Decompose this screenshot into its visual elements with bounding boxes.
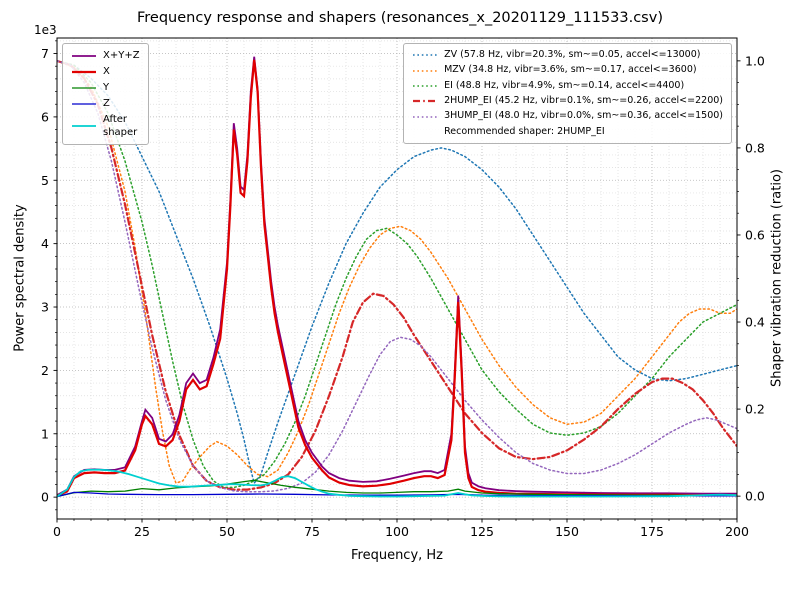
tick-label: 0.6 xyxy=(745,227,765,242)
legend-line-sample xyxy=(413,85,438,87)
tick-label: 0.2 xyxy=(745,402,765,417)
tick-label: 150 xyxy=(555,524,579,539)
legend-line-sample xyxy=(413,115,438,118)
legend-shapers: ZV (57.8 Hz, vibr=20.3%, sm~=0.05, accel… xyxy=(403,43,732,145)
tick-label: 1.0 xyxy=(745,53,765,68)
legend-line-sample xyxy=(413,100,438,103)
curve-Y xyxy=(57,479,737,498)
legend-item-label: X xyxy=(103,66,110,77)
legend-item-ZV: ZV (57.8 Hz, vibr=20.3%, sm~=0.05, accel… xyxy=(412,49,723,61)
legend-item-label: EI (48.8 Hz, vibr=4.9%, sm~=0.14, accel<… xyxy=(444,79,685,91)
legend-item-After-shaper: After shaper xyxy=(71,113,140,139)
legend-item-label: MZV (34.8 Hz, vibr=3.6%, sm~=0.17, accel… xyxy=(444,64,697,76)
legend-line-sample xyxy=(72,125,96,127)
legend-item-X+Y+Z: X+Y+Z xyxy=(71,49,140,62)
legend-item-X: X xyxy=(71,65,140,78)
tick-label: 7 xyxy=(41,46,49,61)
tick-label: 50 xyxy=(219,524,235,539)
tick-label: 4 xyxy=(41,236,49,251)
legend-line-sample xyxy=(72,54,96,57)
curve-After-shaper xyxy=(57,468,737,498)
legend-item-MZV: MZV (34.8 Hz, vibr=3.6%, sm~=0.17, accel… xyxy=(412,64,723,76)
shaper-curves xyxy=(57,59,737,493)
tick-label: 1 xyxy=(41,426,49,441)
curve-EI xyxy=(57,60,737,489)
tick-label: 0.4 xyxy=(745,315,765,330)
legend-line-sample xyxy=(413,69,438,72)
tick-label: 175 xyxy=(640,524,664,539)
tick-label: 125 xyxy=(470,524,494,539)
curve-MZV xyxy=(57,60,737,485)
legend-item-Y: Y xyxy=(71,81,140,94)
legend-item-label: Z xyxy=(103,98,110,109)
tick-label: 100 xyxy=(385,524,409,539)
curve-ZV xyxy=(57,60,737,485)
tick-label: 0.0 xyxy=(745,489,765,504)
psd-curves xyxy=(57,56,737,498)
legend-line-sample xyxy=(413,54,438,56)
tick-label: 0 xyxy=(53,524,61,539)
legend-line-sample xyxy=(72,102,96,105)
legend-item-3HUMP_EI: 3HUMP_EI (48.0 Hz, vibr=0.0%, sm~=0.36, … xyxy=(412,110,723,122)
tick-label: 3 xyxy=(41,300,49,315)
x-axis-label: Frequency, Hz xyxy=(350,548,444,563)
tick-label: 6 xyxy=(41,109,49,124)
legend-item-label: After shaper xyxy=(103,114,138,138)
tick-label: 5 xyxy=(41,173,49,188)
chart-title: Frequency response and shapers (resonanc… xyxy=(137,10,663,26)
curve-3HUMP_EI xyxy=(57,60,737,493)
y-axis-offset-text: 1e3 xyxy=(34,23,57,37)
tick-label: 75 xyxy=(304,524,320,539)
legend-note: Recommended shaper: 2HUMP_EI xyxy=(412,126,723,138)
legend-item-2HUMP_EI: 2HUMP_EI (45.2 Hz, vibr=0.1%, sm~=0.26, … xyxy=(412,95,723,107)
legend-item-label: Y xyxy=(103,82,110,93)
legend-item-label: 3HUMP_EI (48.0 Hz, vibr=0.0%, sm~=0.36, … xyxy=(444,110,723,122)
tick-label: 2 xyxy=(41,363,49,378)
legend-measured: X+Y+Z X Y Z After shaper xyxy=(62,43,149,145)
legend-line-sample xyxy=(72,86,96,89)
y-axis-label-right: Shaper vibration reduction (ratio) xyxy=(769,169,785,387)
legend-item-label: X+Y+Z xyxy=(103,50,140,61)
tick-label: 0 xyxy=(41,490,49,505)
recommended-shaper-text: Recommended shaper: 2HUMP_EI xyxy=(444,125,605,137)
curve-2HUMP_EI xyxy=(57,59,737,491)
curve-X xyxy=(57,59,737,497)
tick-label: 0.8 xyxy=(745,140,765,155)
tick-label: 200 xyxy=(725,524,749,539)
legend-line-sample xyxy=(72,70,96,73)
legend-item-EI: EI (48.8 Hz, vibr=4.9%, sm~=0.14, accel<… xyxy=(412,80,723,92)
y-axis-label-left: Power spectral density xyxy=(12,204,28,352)
legend-item-label: ZV (57.8 Hz, vibr=20.3%, sm~=0.05, accel… xyxy=(444,49,701,60)
legend-item-label: 2HUMP_EI (45.2 Hz, vibr=0.1%, sm~=0.26, … xyxy=(444,95,723,107)
legend-item-Z: Z xyxy=(71,97,140,110)
tick-label: 25 xyxy=(134,524,150,539)
curve-Z xyxy=(57,491,737,498)
